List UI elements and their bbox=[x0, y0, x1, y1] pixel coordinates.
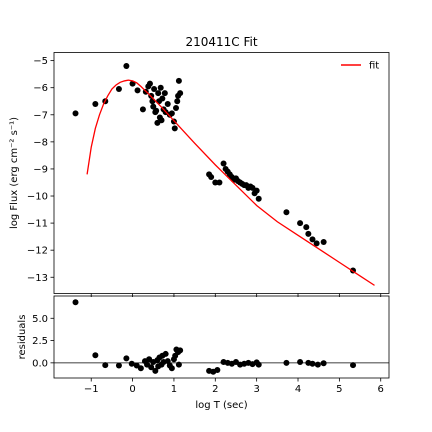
main-data-point bbox=[320, 239, 327, 246]
main-data-point bbox=[155, 90, 162, 97]
x-tick-label: 5 bbox=[336, 384, 342, 395]
residuals-data-point bbox=[175, 361, 182, 368]
main-data-point bbox=[92, 100, 99, 107]
main-y-tick-label: −10 bbox=[27, 192, 48, 203]
residuals-data-point bbox=[297, 358, 304, 365]
main-data-point bbox=[253, 187, 260, 194]
residuals-y-tick-label: 2.5 bbox=[32, 336, 48, 347]
main-y-tick-label: −11 bbox=[27, 219, 48, 230]
residuals-data-point bbox=[102, 362, 109, 369]
residuals-data-point bbox=[92, 352, 99, 359]
main-data-point bbox=[146, 80, 153, 87]
residuals-data-point bbox=[115, 362, 122, 369]
main-y-tick-label: −5 bbox=[33, 56, 48, 67]
residuals-y-ticks: 0.0 2.5 5.0 bbox=[32, 314, 54, 369]
residuals-data-point bbox=[128, 360, 135, 367]
main-data-point bbox=[153, 107, 160, 114]
residuals-data-point bbox=[314, 361, 321, 368]
main-data-point bbox=[174, 98, 181, 105]
residuals-data-point bbox=[177, 347, 184, 354]
main-data-point bbox=[139, 106, 146, 113]
main-data-point bbox=[297, 220, 304, 227]
main-y-ticks: −13 −12 −11 −10 −9 −8 −7 −6 −5 bbox=[27, 56, 54, 284]
main-y-tick-label: −12 bbox=[27, 246, 48, 257]
main-data-point bbox=[72, 110, 79, 117]
legend: fit bbox=[341, 61, 379, 72]
main-data-point bbox=[159, 95, 166, 102]
residuals-y-tick-label: 0.0 bbox=[32, 358, 48, 369]
main-data-point bbox=[255, 195, 262, 202]
residuals-y-axis-label: residuals bbox=[17, 315, 28, 360]
residuals-x-ticks: −1 0 1 2 3 4 5 6 bbox=[84, 378, 384, 395]
main-panel: 210411C Fit −13 −12 −11 −10 −9 −8 −7 −6 −5 log F… bbox=[9, 35, 390, 297]
main-y-tick-label: −8 bbox=[33, 137, 48, 148]
x-tick-label: 2 bbox=[212, 384, 218, 395]
main-data-point bbox=[220, 160, 227, 167]
residuals-data-point bbox=[350, 362, 357, 369]
main-data-point bbox=[283, 209, 290, 216]
main-y-tick-label: −9 bbox=[33, 164, 48, 175]
x-axis-label: log T (sec) bbox=[195, 400, 247, 411]
main-data-point bbox=[305, 230, 312, 237]
main-y-axis-label: log Flux (erg cm⁻² s⁻¹) bbox=[9, 117, 20, 229]
main-data-point bbox=[164, 100, 171, 107]
main-data-point bbox=[171, 125, 178, 132]
residuals-data-point bbox=[152, 367, 159, 374]
residuals-y-tick-label: 5.0 bbox=[32, 314, 48, 325]
main-marks bbox=[72, 63, 375, 286]
main-data-point bbox=[303, 224, 310, 231]
main-data-point bbox=[212, 179, 219, 186]
residuals-data-point bbox=[320, 360, 327, 367]
main-plot-frame bbox=[53, 52, 390, 294]
x-tick-label: 4 bbox=[295, 384, 301, 395]
legend-fit-label: fit bbox=[369, 61, 379, 72]
x-tick-label: 6 bbox=[378, 384, 384, 395]
residuals-data-point bbox=[214, 366, 221, 373]
residuals-data-point bbox=[164, 358, 171, 365]
residuals-data-point bbox=[168, 365, 175, 372]
main-x-ticks bbox=[90, 293, 382, 297]
residuals-data-point bbox=[148, 364, 155, 371]
x-tick-label: 1 bbox=[171, 384, 177, 395]
chart-title: 210411C Fit bbox=[185, 35, 257, 49]
main-data-point bbox=[175, 77, 182, 84]
residuals-data-point bbox=[283, 359, 290, 366]
residuals-panel: −1 0 1 2 3 4 5 6 0.0 2.5 5.0 log T (sec) residual… bbox=[17, 295, 390, 411]
residuals-data-point bbox=[123, 355, 130, 362]
main-data-point bbox=[158, 117, 165, 124]
residuals-data-point bbox=[72, 299, 79, 306]
x-tick-label: −1 bbox=[84, 384, 99, 395]
main-y-tick-label: −7 bbox=[33, 110, 48, 121]
main-data-point bbox=[123, 63, 130, 70]
residuals-data-point bbox=[309, 360, 316, 367]
x-tick-label: 0 bbox=[129, 384, 135, 395]
main-data-point bbox=[208, 174, 215, 181]
main-data-point bbox=[216, 179, 223, 186]
main-data-point bbox=[313, 240, 320, 247]
main-y-tick-label: −6 bbox=[33, 83, 48, 94]
main-data-point bbox=[177, 90, 184, 97]
main-data-point bbox=[168, 110, 175, 117]
x-tick-label: 3 bbox=[253, 384, 259, 395]
residuals-data-point bbox=[162, 350, 169, 357]
residuals-marks bbox=[54, 299, 389, 375]
main-y-tick-label: −13 bbox=[27, 273, 48, 284]
main-data-point bbox=[161, 90, 168, 97]
main-data-point bbox=[309, 236, 316, 243]
fit-line bbox=[86, 79, 375, 286]
residuals-plot-frame bbox=[53, 295, 390, 379]
residuals-data-point bbox=[137, 365, 144, 372]
main-data-point bbox=[115, 86, 122, 93]
residuals-data-point bbox=[255, 361, 262, 368]
main-data-point bbox=[134, 87, 141, 94]
main-data-point bbox=[157, 84, 164, 91]
main-data-point bbox=[173, 105, 180, 112]
main-data-point bbox=[151, 86, 158, 93]
